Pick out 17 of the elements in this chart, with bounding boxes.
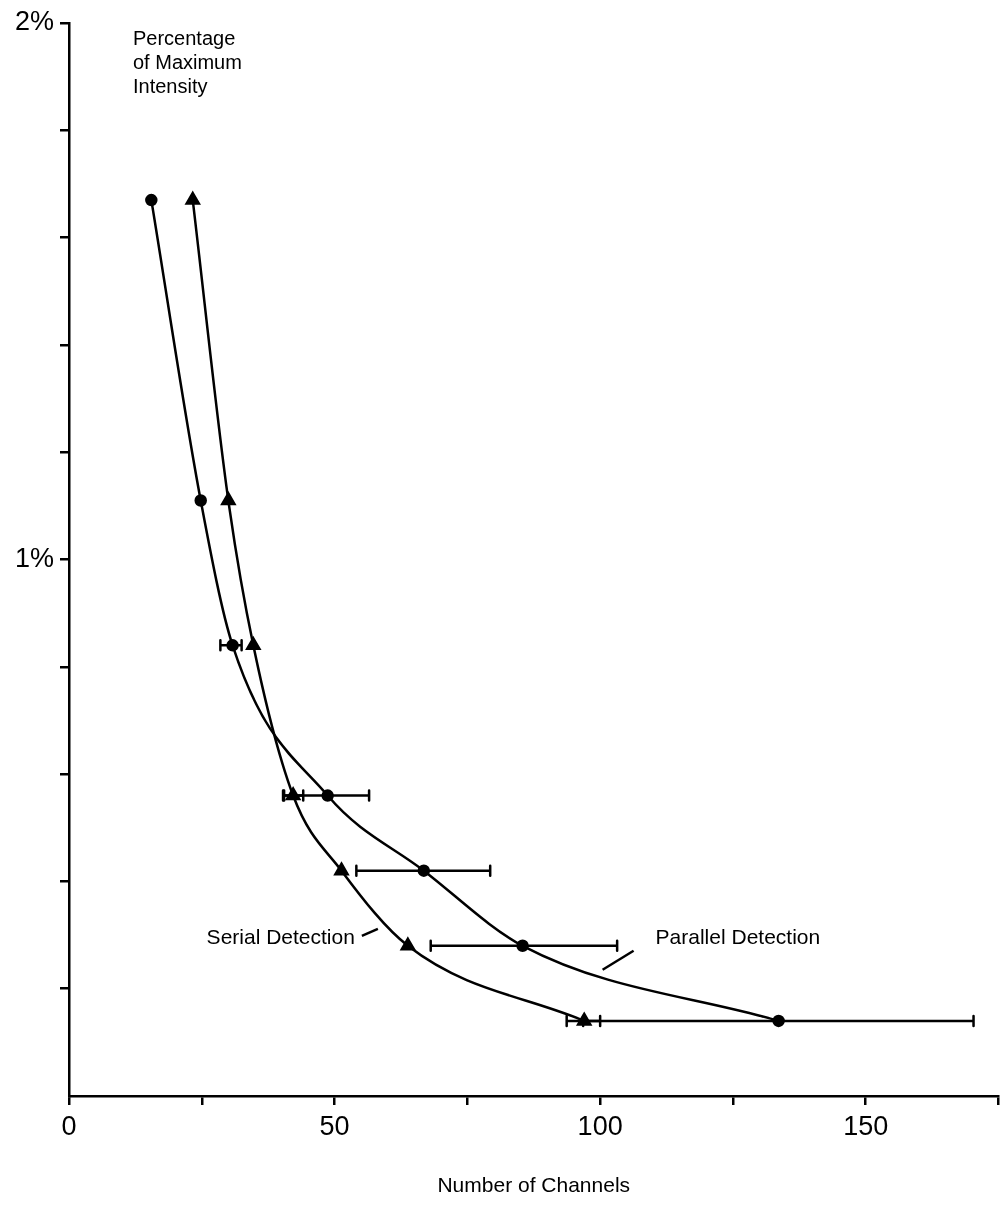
- y-tick-label: 2%: [14, 6, 54, 37]
- legend-label: Serial Detection: [206, 924, 355, 948]
- point: [145, 193, 158, 207]
- point: [221, 492, 236, 506]
- point: [194, 494, 207, 507]
- point: [185, 191, 201, 205]
- x-tick-label: 150: [843, 1110, 889, 1141]
- x-tick-label: 50: [319, 1110, 350, 1141]
- x-axis-title: Number of Channels: [437, 1173, 631, 1197]
- point: [400, 937, 416, 951]
- text: Parallel Detection: [655, 924, 821, 948]
- y-tick-label: 1%: [14, 542, 54, 573]
- x-tick-label: 100: [577, 1110, 623, 1141]
- y-axis-title: Percentage of Maximum Intensity: [133, 26, 242, 97]
- point: [334, 862, 349, 876]
- x-tick-label: 0: [61, 1110, 77, 1141]
- point: [245, 637, 261, 651]
